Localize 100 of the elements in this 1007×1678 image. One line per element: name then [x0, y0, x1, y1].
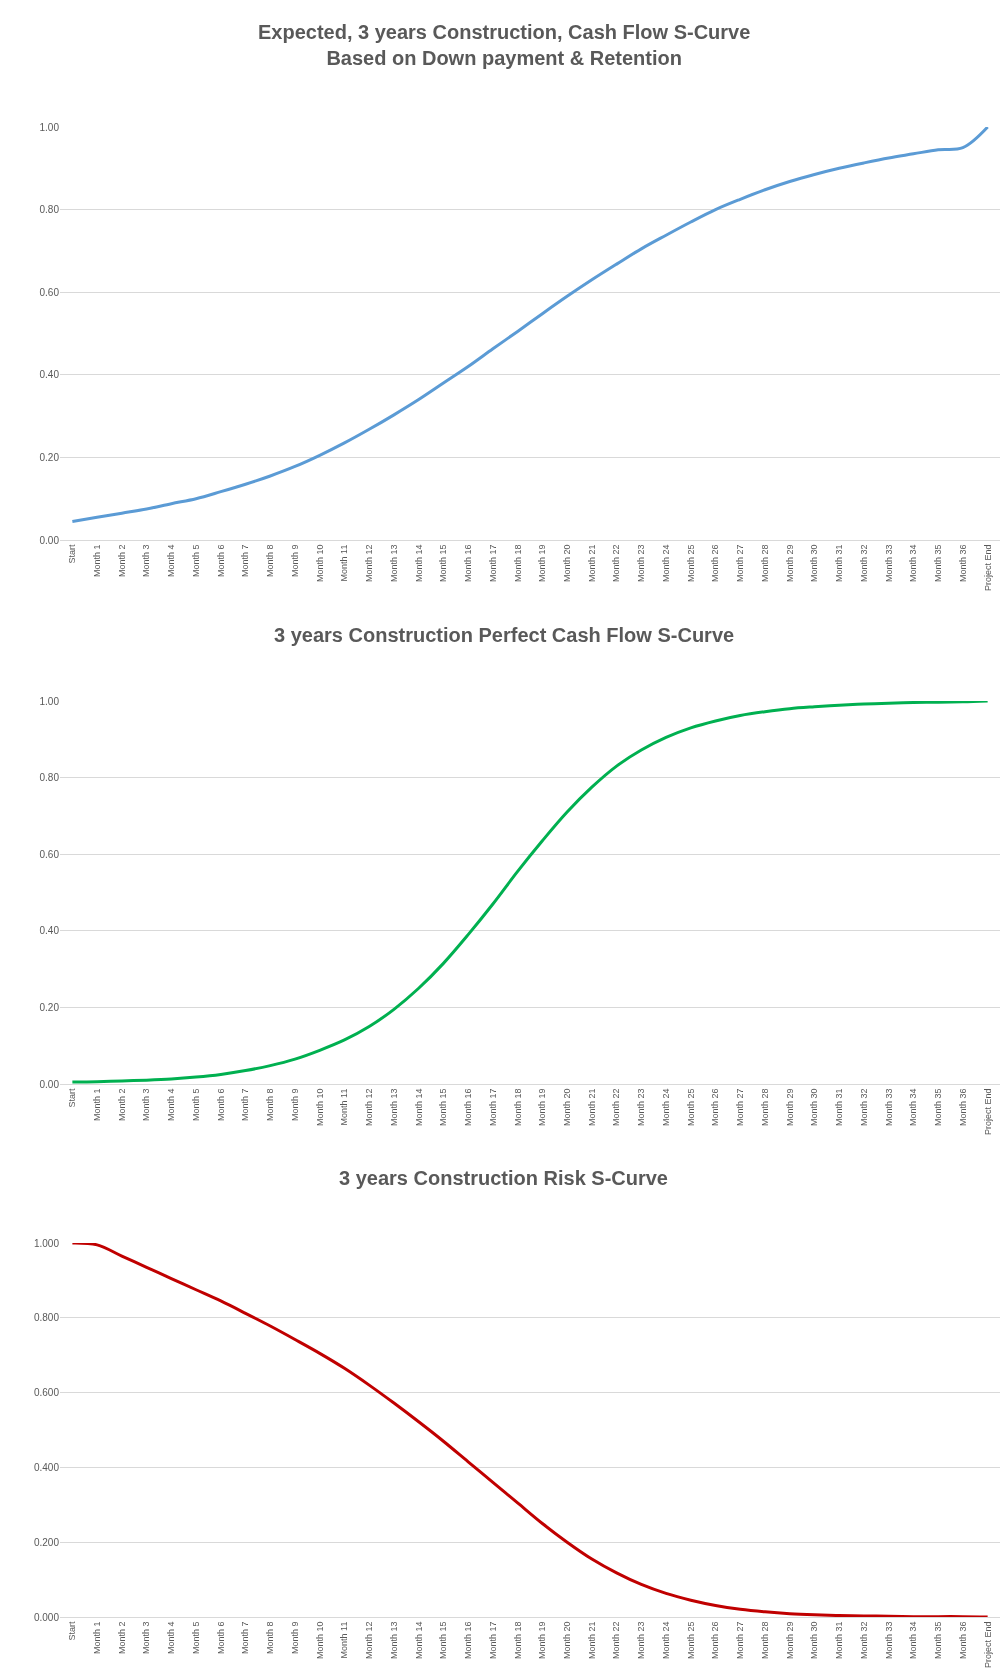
- x-tick-label: Month 17: [487, 1621, 498, 1660]
- x-tick-label: Month 3: [141, 1088, 152, 1122]
- x-tick-label: Month 10: [314, 1088, 325, 1127]
- x-tick-label: Month 21: [586, 544, 597, 583]
- x-tick-label: Month 27: [735, 1088, 746, 1127]
- x-tick-label: Month 7: [240, 544, 251, 578]
- x-tick-label: Month 29: [784, 1621, 795, 1660]
- y-tick-label: 0.00: [39, 534, 60, 546]
- x-tick-label: Month 16: [463, 1621, 474, 1660]
- x-tick-label: Month 5: [190, 544, 201, 578]
- x-tick-label: Month 6: [215, 1621, 226, 1655]
- x-tick-label: Month 24: [660, 1621, 671, 1660]
- x-tick-label: Month 10: [314, 1621, 325, 1660]
- x-tick-label: Month 34: [908, 1621, 919, 1660]
- chart-title: 3 years Construction Perfect Cash Flow S-Curve: [274, 624, 735, 646]
- x-tick-label: Month 4: [166, 544, 177, 578]
- x-tick-label: Month 33: [883, 1621, 894, 1660]
- y-tick-label: 0.80: [39, 772, 60, 784]
- x-tick-label: Month 21: [586, 1088, 597, 1127]
- x-tick-label: Month 9: [289, 1088, 300, 1122]
- x-tick-label: Month 20: [562, 544, 573, 583]
- x-tick-label: Month 33: [883, 544, 894, 583]
- x-tick-label: Month 11: [339, 544, 350, 582]
- chart-title: Expected, 3 years Construction, Cash Flow S-Curve Based on Down payment & Retention: [258, 21, 751, 69]
- x-tick-label: Month 22: [611, 544, 622, 583]
- x-tick-label: Project End: [982, 1621, 993, 1669]
- x-tick-label: Month 8: [265, 1088, 276, 1122]
- x-tick-label: Month 23: [636, 1088, 647, 1127]
- x-tick-label: Month 24: [660, 1088, 671, 1127]
- x-tick-label: Month 5: [190, 1088, 201, 1122]
- x-tick-label: Month 20: [562, 1621, 573, 1660]
- x-tick-label: Month 9: [289, 1621, 300, 1655]
- x-tick-label: Month 16: [463, 1088, 474, 1127]
- x-tick-label: Month 26: [710, 1088, 721, 1127]
- x-tick-label: Month 32: [858, 1088, 869, 1127]
- x-tick-label: Month 6: [215, 1088, 226, 1122]
- x-tick-label: Month 14: [413, 1088, 424, 1127]
- y-tick-label: 0.200: [33, 1536, 60, 1548]
- x-tick-label: Month 15: [438, 544, 449, 583]
- x-tick-label: Month 23: [636, 1621, 647, 1660]
- y-tick-label: 0.000: [33, 1611, 60, 1623]
- x-tick-label: Month 13: [388, 1621, 399, 1660]
- x-tick-label: Month 28: [759, 1088, 770, 1127]
- x-tick-label: Month 10: [314, 544, 325, 583]
- x-tick-label: Month 13: [388, 1088, 399, 1127]
- x-tick-label: Month 15: [438, 1621, 449, 1660]
- x-tick-label: Month 29: [784, 544, 795, 583]
- x-tick-label: Month 1: [92, 544, 103, 578]
- x-tick-label: Month 31: [834, 1088, 845, 1127]
- x-tick-label: Month 36: [957, 1621, 968, 1660]
- y-tick-label: 0.80: [39, 204, 60, 216]
- x-tick-label: Month 19: [537, 544, 548, 583]
- x-tick-label: Month 20: [562, 1088, 573, 1127]
- x-tick-label: Month 23: [636, 544, 647, 583]
- x-tick-label: Month 9: [289, 544, 300, 578]
- x-tick-label: Month 18: [512, 544, 523, 583]
- x-tick-label: Start: [67, 1621, 78, 1641]
- x-tick-label: Month 30: [809, 1088, 820, 1127]
- x-tick-label: Month 2: [116, 1621, 127, 1655]
- x-tick-label: Month 35: [933, 544, 944, 583]
- x-tick-label: Month 17: [487, 544, 498, 583]
- x-tick-label: Month 12: [364, 1621, 375, 1660]
- x-tick-label: Month 6: [215, 544, 226, 578]
- line-series: [70, 1243, 990, 1617]
- x-tick-label: Month 26: [710, 1621, 721, 1660]
- x-tick-label: Month 22: [611, 1621, 622, 1660]
- x-tick-label: Month 29: [784, 1088, 795, 1127]
- x-tick-label: Month 16: [463, 544, 474, 583]
- y-tick-label: 0.40: [39, 369, 60, 381]
- x-tick-label: Month 30: [809, 544, 820, 583]
- x-tick-label: Month 3: [141, 544, 152, 578]
- y-tick-label: 0.20: [39, 451, 60, 463]
- x-tick-label: Month 3: [141, 1621, 152, 1655]
- line-series: [70, 127, 990, 523]
- x-tick-label: Month 30: [809, 1621, 820, 1660]
- x-tick-label: Month 36: [957, 544, 968, 583]
- x-tick-label: Month 27: [735, 544, 746, 583]
- x-tick-label: Month 4: [166, 1621, 177, 1655]
- y-tick-label: 0.40: [39, 925, 60, 937]
- y-tick-label: 1.00: [39, 695, 60, 707]
- x-tick-label: Month 22: [611, 1088, 622, 1127]
- x-tick-label: Month 34: [908, 1088, 919, 1127]
- x-tick-label: Month 4: [166, 1088, 177, 1122]
- x-tick-label: Month 36: [957, 1088, 968, 1127]
- x-tick-label: Month 21: [586, 1621, 597, 1660]
- y-tick-label: 0.400: [33, 1461, 60, 1473]
- y-tick-label: 1.000: [33, 1237, 60, 1249]
- x-tick-label: Month 19: [537, 1088, 548, 1127]
- x-tick-label: Month 8: [265, 544, 276, 578]
- x-tick-label: Month 7: [240, 1088, 251, 1122]
- line-series: [70, 701, 990, 1084]
- x-tick-label: Month 12: [364, 1088, 375, 1127]
- y-tick-label: 0.60: [39, 286, 60, 298]
- x-tick-label: Month 25: [685, 1088, 696, 1127]
- y-tick-label: 1.00: [39, 121, 60, 133]
- x-tick-label: Month 33: [883, 1088, 894, 1127]
- x-tick-label: Start: [67, 1088, 78, 1108]
- x-tick-label: Month 15: [438, 1088, 449, 1127]
- x-tick-label: Month 7: [240, 1621, 251, 1655]
- x-tick-label: Month 14: [413, 1621, 424, 1660]
